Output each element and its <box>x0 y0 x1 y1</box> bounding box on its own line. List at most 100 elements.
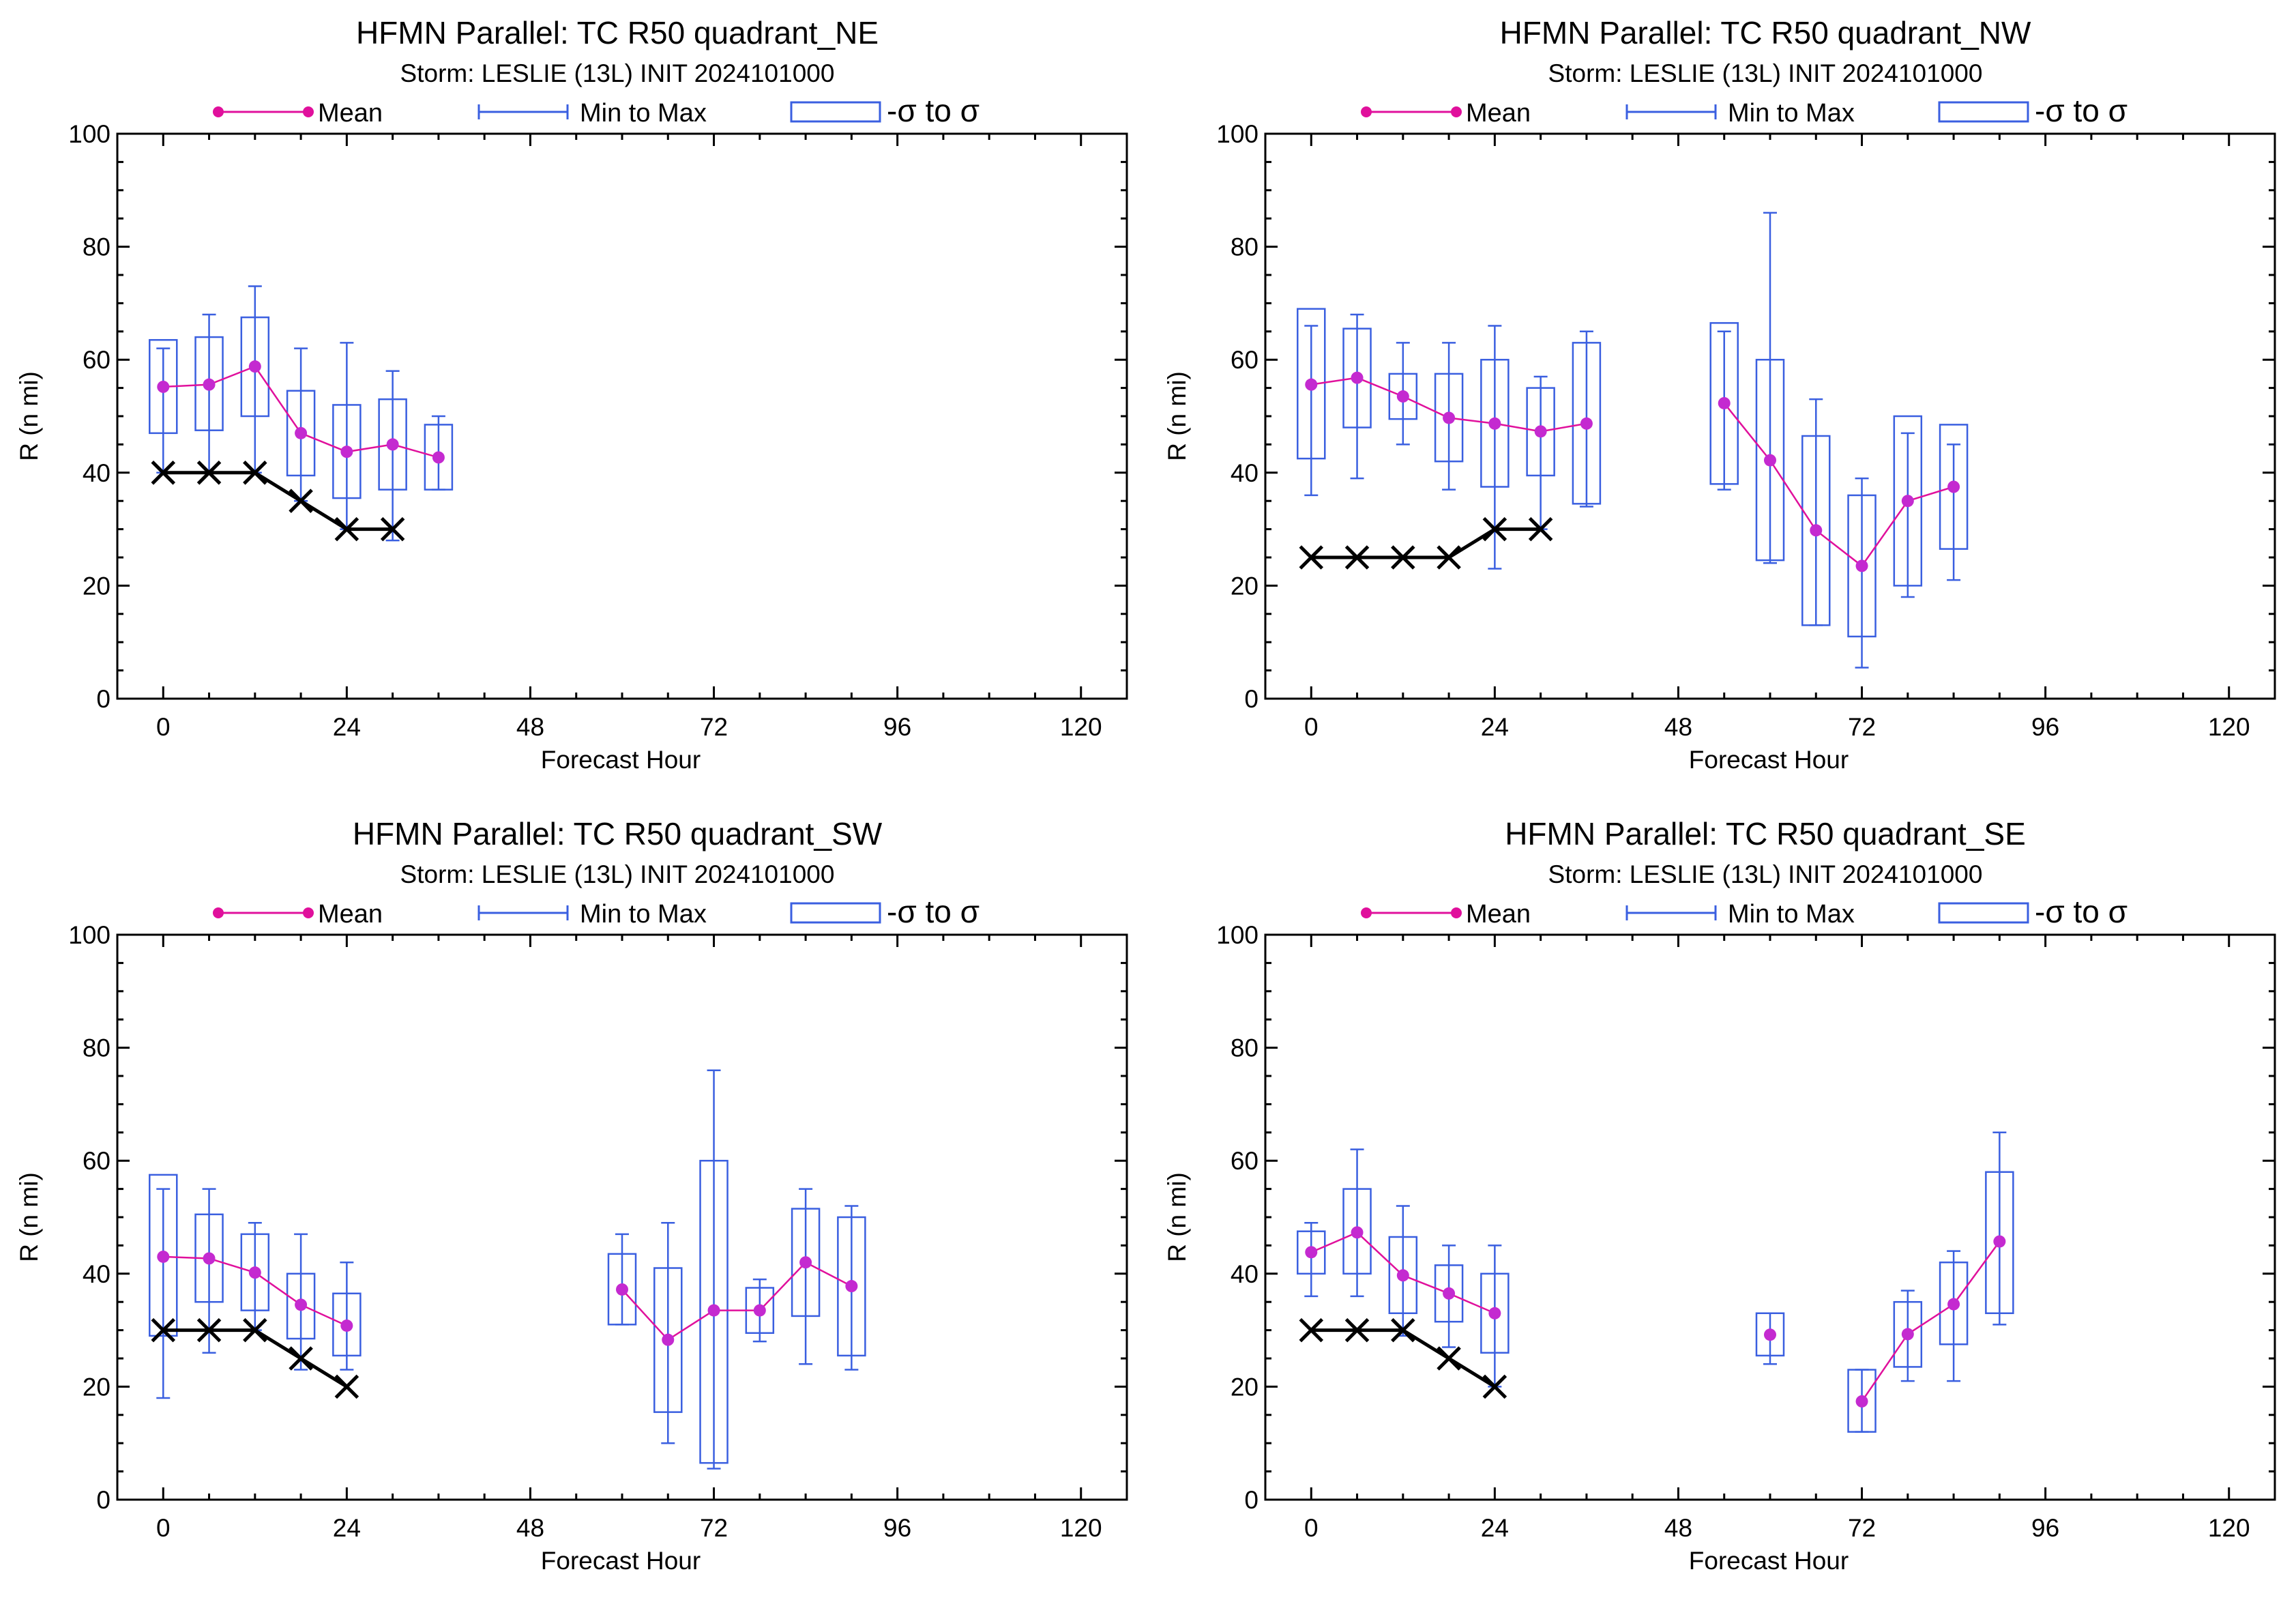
mean-marker <box>1947 1298 1960 1311</box>
legend-mean-label: Mean <box>318 99 383 128</box>
y-tick-label: 100 <box>1216 921 1259 949</box>
x-axis-label: Forecast Hour <box>541 746 701 774</box>
y-tick-label: 40 <box>1231 459 1259 487</box>
y-tick-label: 80 <box>83 1034 111 1062</box>
mean-marker <box>1901 1328 1914 1341</box>
sigma-box <box>837 1216 866 1357</box>
mean-marker <box>203 378 216 391</box>
legend: Mean Min to Max -σ to σ <box>1361 894 2128 929</box>
mean-marker <box>295 426 308 439</box>
y-tick-label: 20 <box>1231 572 1259 600</box>
sigma-box <box>607 1253 637 1326</box>
mean-marker <box>248 360 261 373</box>
sigma-box <box>1480 1272 1510 1354</box>
mean-marker <box>1488 417 1501 430</box>
mean-marker <box>1351 371 1364 384</box>
observed-marker <box>1482 1374 1507 1399</box>
sigma-box <box>1893 415 1923 587</box>
mean-marker <box>1764 454 1776 467</box>
mean-marker <box>845 1280 858 1293</box>
mean-line <box>1723 403 1954 568</box>
y-tick-label: 80 <box>83 233 111 261</box>
panel-subtitle: Storm: LESLIE (13L) INIT 2024101000 <box>400 59 835 87</box>
sigma-box <box>1572 342 1602 505</box>
observed-marker <box>1344 545 1370 570</box>
x-tick-label: 0 <box>156 713 171 741</box>
sigma-box <box>1801 435 1831 626</box>
x-tick-label: 24 <box>333 713 361 741</box>
observed-line <box>1311 1328 1496 1388</box>
mean-marker <box>386 438 399 451</box>
sigma-box <box>1297 308 1326 460</box>
sigma-box <box>378 398 407 491</box>
legend-sigma-label: -σ to σ <box>2035 894 2128 929</box>
x-tick-label: 0 <box>156 1514 171 1542</box>
legend: Mean Min to Max -σ to σ <box>213 894 980 929</box>
x-tick-label: 72 <box>700 1514 728 1542</box>
mean-marker <box>1396 390 1409 403</box>
mean-marker <box>157 380 170 393</box>
legend-mean-marker <box>1361 907 1372 918</box>
y-tick-label: 0 <box>1244 1486 1259 1514</box>
legend-mean-label: Mean <box>318 900 383 929</box>
observed-line <box>1311 527 1541 559</box>
observed-marker <box>1437 1346 1461 1371</box>
y-axis-label: R (n mi) <box>1163 371 1191 461</box>
y-tick-label: 80 <box>1231 1034 1259 1062</box>
mean-marker <box>662 1333 675 1346</box>
mean-marker <box>1855 559 1868 572</box>
mean-marker <box>1488 1307 1501 1320</box>
legend: Mean Min to Max -σ to σ <box>213 93 980 128</box>
sigma-box <box>1755 358 1785 562</box>
mean-marker <box>1764 1328 1776 1341</box>
sigma-box <box>1939 424 1969 550</box>
legend-range-label: Min to Max <box>580 99 707 128</box>
observed-marker <box>334 1374 359 1399</box>
legend-sigma-box <box>1938 902 2029 924</box>
y-axis-label: R (n mi) <box>15 1172 43 1262</box>
legend-range-label: Min to Max <box>1728 900 1855 929</box>
legend-sigma-label: -σ to σ <box>887 93 980 128</box>
mean-marker <box>616 1283 628 1296</box>
plot-area: R (n mi) Forecast Hour 0 20 40 60 80 100 0 24 48… <box>1163 921 2276 1575</box>
x-tick-label: 120 <box>1060 1514 1102 1542</box>
y-tick-label: 0 <box>1244 685 1259 713</box>
sigma-box <box>699 1159 728 1464</box>
sigma-box <box>1847 494 1876 638</box>
sigma-box <box>1709 322 1739 485</box>
sigma-box <box>1388 1236 1418 1315</box>
mean-marker <box>1947 480 1960 493</box>
panel-subtitle: Storm: LESLIE (13L) INIT 2024101000 <box>1548 860 1983 888</box>
sigma-box <box>1434 373 1464 463</box>
mean-marker <box>1855 1395 1868 1408</box>
mean-marker <box>1580 417 1593 430</box>
x-tick-label: 48 <box>1664 1514 1692 1542</box>
plot-frame <box>1264 933 2276 1501</box>
observed-marker <box>1344 1317 1370 1343</box>
y-tick-label: 80 <box>1231 233 1259 261</box>
panel-subtitle: Storm: LESLIE (13L) INIT 2024101000 <box>1548 59 1983 87</box>
mean-marker <box>1718 396 1731 409</box>
y-tick-label: 60 <box>1231 1147 1259 1175</box>
sigma-box <box>1342 1188 1372 1275</box>
observed-marker <box>380 516 405 542</box>
mean-marker <box>1901 495 1914 508</box>
panel-title: HFMN Parallel: TC R50 quadrant_NE <box>356 15 879 50</box>
mean-marker <box>157 1250 170 1263</box>
y-axis-label: R (n mi) <box>15 371 43 461</box>
legend-mean-marker <box>303 907 314 918</box>
plot-area: R (n mi) Forecast Hour 0 20 40 60 80 100 0 24 48… <box>1163 120 2276 774</box>
x-tick-label: 0 <box>1304 713 1319 741</box>
sigma-box <box>1480 358 1510 488</box>
y-tick-label: 40 <box>83 1260 111 1288</box>
y-tick-label: 40 <box>83 459 111 487</box>
x-tick-label: 24 <box>333 1514 361 1542</box>
y-tick-label: 100 <box>1216 120 1259 148</box>
mean-marker <box>295 1298 308 1311</box>
legend-mean-marker <box>1451 106 1462 117</box>
observed-marker <box>196 461 222 485</box>
sigma-box <box>1939 1261 1969 1345</box>
sigma-box <box>1755 1312 1785 1357</box>
panel-subtitle: Storm: LESLIE (13L) INIT 2024101000 <box>400 860 835 888</box>
